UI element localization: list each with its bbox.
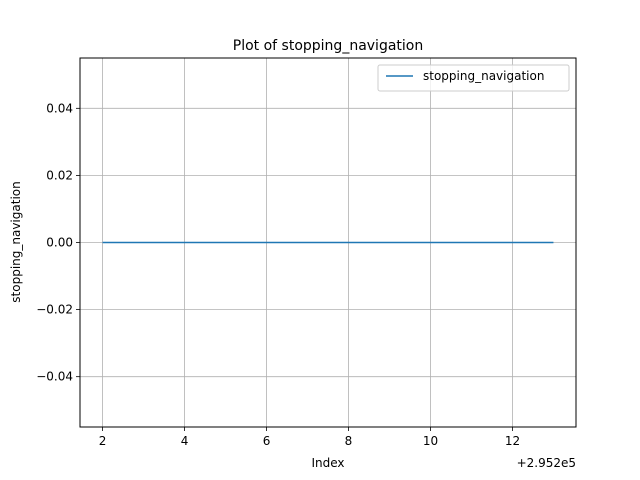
y-tick-label: −0.02 xyxy=(36,303,73,317)
legend: stopping_navigation xyxy=(377,64,570,92)
legend-box xyxy=(377,64,570,92)
x-tick-label: 10 xyxy=(423,434,438,448)
y-tick-label: 0.00 xyxy=(46,236,73,250)
x-axis: 2 4 6 8 10 12 xyxy=(99,427,520,448)
y-axis-label: stopping_navigation xyxy=(9,181,23,302)
y-tick-label: −0.04 xyxy=(36,370,73,384)
chart-title: Plot of stopping_navigation xyxy=(233,38,423,54)
x-tick-label: 12 xyxy=(505,434,520,448)
x-tick-label: 8 xyxy=(345,434,353,448)
y-tick-label: 0.04 xyxy=(46,101,73,115)
x-tick-label: 6 xyxy=(263,434,271,448)
y-axis: −0.04 −0.02 0.00 0.02 0.04 xyxy=(36,101,80,384)
x-axis-label: Index xyxy=(311,456,344,470)
y-tick-label: 0.02 xyxy=(46,168,73,182)
x-tick-label: 4 xyxy=(181,434,189,448)
x-axis-offset-label: +2.952e5 xyxy=(517,456,576,470)
x-tick-label: 2 xyxy=(99,434,107,448)
legend-label: stopping_navigation xyxy=(423,69,544,83)
